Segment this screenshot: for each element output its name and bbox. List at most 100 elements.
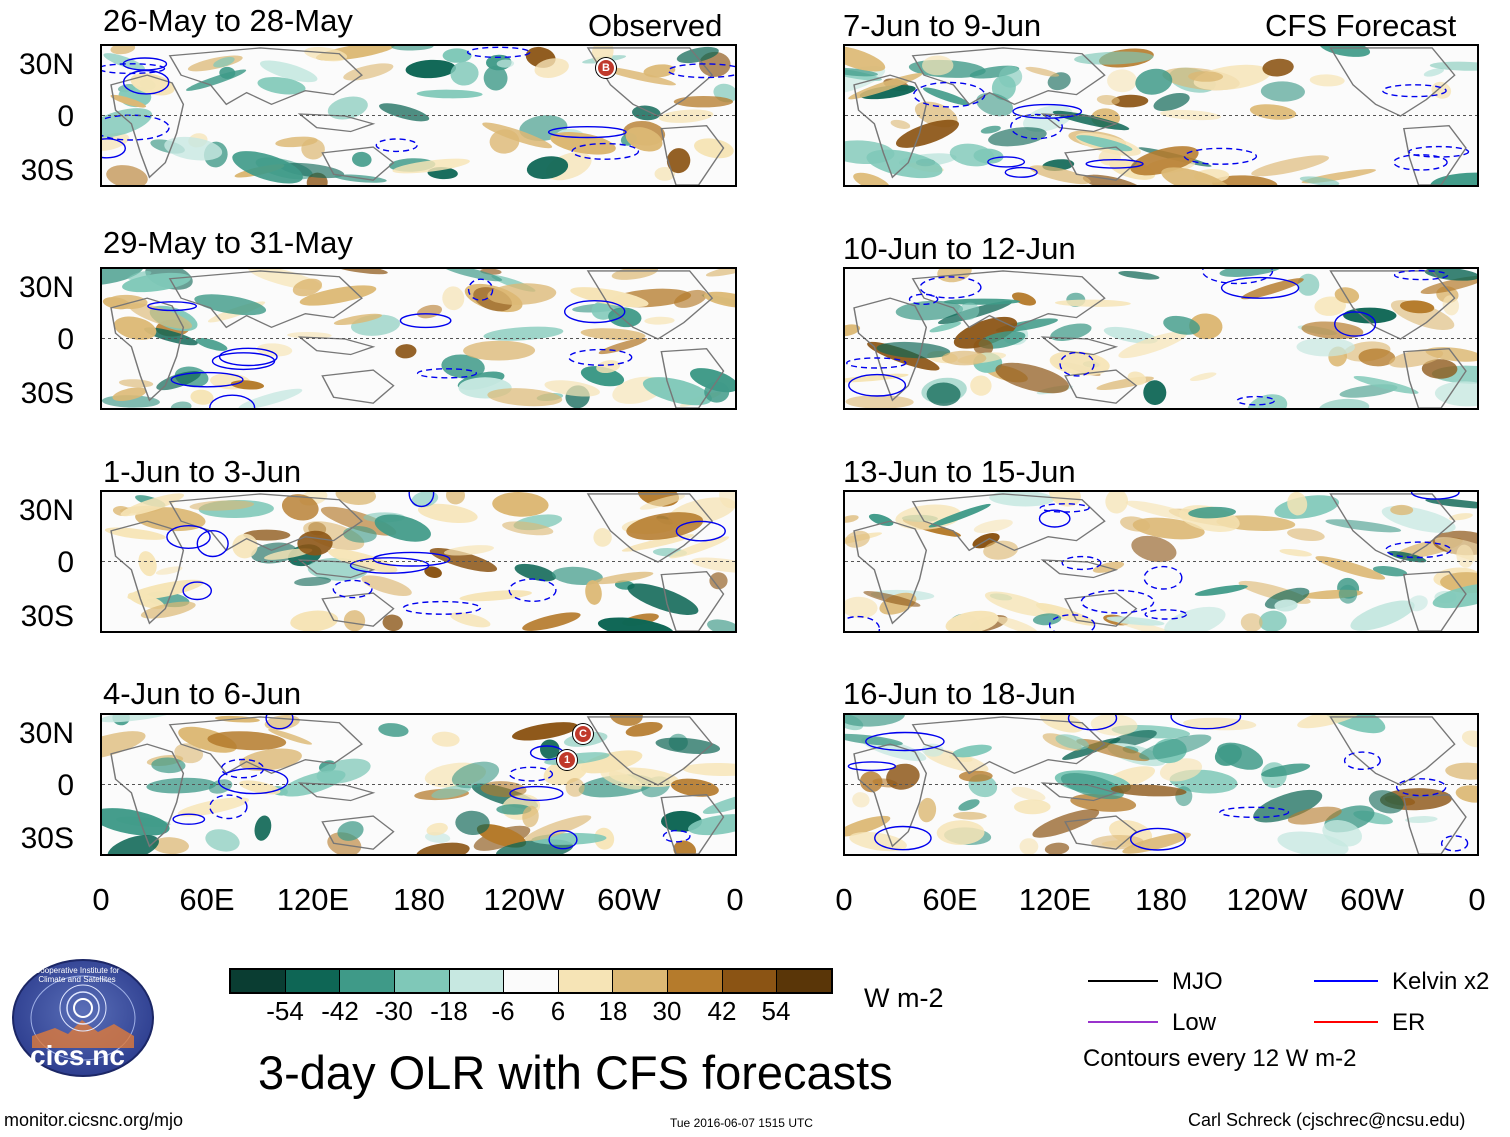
olr-anomaly-blob [540,739,560,759]
olr-anomaly-blob [876,341,951,359]
coastline [1402,571,1467,631]
olr-anomaly-blob [102,269,144,286]
colorbar-swatch [448,970,504,992]
olr-anomaly-blob [189,500,255,511]
olr-anomaly-blob [259,60,318,83]
logo-ring-text: Cooperative Institute for Climate and Sa… [34,966,120,984]
map-panel-fc-2 [843,267,1479,410]
olr-anomaly-blob [943,298,1021,305]
olr-anomaly-blob [292,278,323,297]
olr-anomaly-blob [487,283,557,305]
colorbar-swatch [284,970,340,992]
olr-anomaly-blob [952,744,992,758]
olr-anomaly-blob [1076,135,1133,152]
map-panel-obs-3 [100,490,737,633]
olr-anomaly-blob [673,96,734,108]
olr-anomaly-blob [1011,786,1046,801]
kelvin-contour [1067,715,1118,731]
olr-anomaly-blob [1082,174,1142,185]
coastline [853,297,928,402]
olr-anomaly-blob [257,76,306,95]
olr-anomaly-blob [863,591,921,607]
olr-anomaly-blob [287,331,332,339]
kelvin-contour [548,829,578,850]
kelvin-contour [1396,778,1447,797]
colorbar-swatch [503,970,558,992]
olr-anomaly-blob [1049,492,1081,507]
map-panel-obs-2 [100,267,737,410]
olr-anomaly-blob [1125,500,1198,521]
olr-anomaly-blob [625,127,663,152]
olr-anomaly-blob [929,321,962,333]
lon-label-right-120w: 120W [1226,882,1308,917]
olr-anomaly-blob [544,380,600,397]
olr-anomaly-blob [1055,734,1089,750]
olr-anomaly-blob [1389,348,1444,368]
kelvin-contour [919,276,982,299]
olr-anomaly-blob [190,389,214,405]
coastline [853,74,928,179]
coastline [660,125,725,185]
kelvin-contour [196,529,229,558]
olr-anomaly-blob [122,272,191,293]
olr-anomaly-blob [1107,69,1138,93]
olr-anomaly-blob [1358,348,1396,367]
olr-anomaly-blob [102,715,177,723]
olr-anomaly-blob [845,67,878,77]
kelvin-contour [1440,835,1469,852]
storm-marker-c: C [573,724,593,744]
panel-title-fc-2: 10-Jun to 12-Jun [843,231,1076,266]
lon-label-right-60e: 60E [922,882,978,917]
olr-anomaly-blob [155,566,183,575]
olr-anomaly-blob [144,327,198,346]
olr-anomaly-blob [984,591,1051,617]
olr-anomaly-blob [973,519,1013,533]
olr-anomaly-blob [395,344,417,359]
olr-anomaly-blob [1390,504,1414,516]
olr-anomaly-blob [487,388,563,407]
kelvin-contour [467,278,494,301]
olr-anomaly-blob [998,65,1023,88]
kelvin-contour [1393,154,1448,171]
kelvin-contour [865,731,945,752]
kelvin-contour [1219,806,1290,819]
olr-anomaly-blob [1429,61,1477,71]
olr-anomaly-blob [1194,584,1248,596]
olr-anomaly-blob [534,58,569,78]
olr-anomaly-blob [1135,68,1173,95]
olr-map [102,715,735,854]
kelvin-contour [372,551,451,567]
olr-anomaly-blob [268,728,313,745]
kelvin-contour [332,579,373,599]
colorbar-tick-6: 6 [550,996,566,1026]
olr-anomaly-blob [1032,613,1062,626]
olr-anomaly-blob [1139,734,1212,760]
olr-anomaly-blob [156,371,201,391]
olr-anomaly-blob [140,601,196,619]
kelvin-contour [399,313,452,329]
olr-anomaly-blob [922,55,954,76]
olr-anomaly-blob [1322,820,1363,847]
olr-anomaly-blob [691,557,735,573]
olr-anomaly-blob [459,590,532,602]
kelvin-contour [1334,311,1377,337]
olr-anomaly-blob [995,362,1069,394]
olr-anomaly-blob [704,381,730,403]
kelvin-contour [845,615,881,631]
legend-line-kelvin [1314,980,1378,982]
olr-anomaly-blob [593,571,654,585]
olr-anomaly-blob [205,829,240,852]
olr-anomaly-blob [1110,784,1187,797]
olr-anomaly-blob [1407,595,1428,612]
olr-anomaly-blob [1338,584,1358,604]
map-panel-obs-1 [100,44,737,187]
olr-anomaly-blob [688,814,735,836]
olr-anomaly-blob [845,515,859,523]
storm-marker-b: B [596,58,616,78]
coastline [1329,47,1456,117]
olr-anomaly-blob [374,514,431,542]
kelvin-contour [547,125,627,139]
coastline [911,47,1106,106]
olr-anomaly-blob [1019,838,1039,854]
olr-anomaly-blob [705,269,735,277]
